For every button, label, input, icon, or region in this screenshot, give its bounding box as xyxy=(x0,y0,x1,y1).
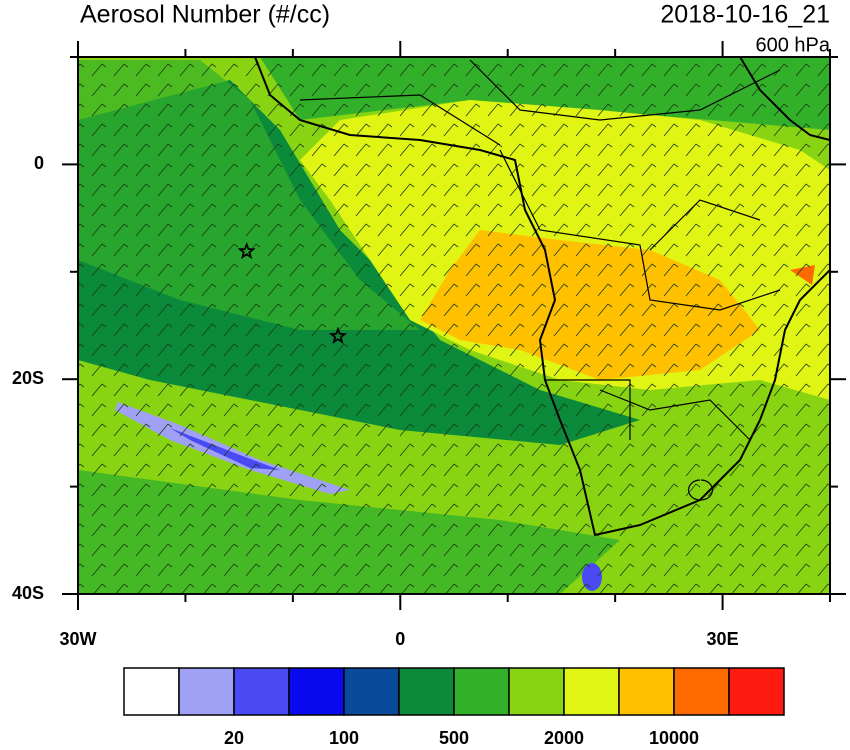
colorbar-box xyxy=(508,667,565,716)
colorbar-box xyxy=(563,667,620,716)
subtitle: 2018-10-16_21 xyxy=(660,1,830,29)
colorbar-box xyxy=(343,667,400,716)
colorbar-box xyxy=(453,667,510,716)
colorbar-box xyxy=(673,667,730,716)
country-border xyxy=(299,59,781,501)
colorbar-label: 100 xyxy=(329,728,359,748)
colorbar-label: 2000 xyxy=(544,728,584,748)
coastline xyxy=(739,57,830,141)
x-tick-label: 0 xyxy=(395,629,405,649)
y-tick-label: 20S xyxy=(12,368,44,388)
colorbar-box xyxy=(288,667,345,716)
colorbar-box xyxy=(618,667,675,716)
colorbar-box xyxy=(178,667,235,716)
y-tick-label: 0 xyxy=(34,153,44,173)
colorbar-label: 10000 xyxy=(649,728,699,748)
site-marker xyxy=(328,326,347,344)
colorbar-label: 20 xyxy=(224,728,244,748)
level-label: 600 hPa xyxy=(755,34,830,56)
colorbar-box xyxy=(398,667,455,716)
site-marker xyxy=(237,241,256,260)
colorbar-box xyxy=(123,667,180,716)
colorbar-box xyxy=(728,667,785,716)
y-tick-label: 40S xyxy=(12,583,44,603)
colorbar-box xyxy=(233,667,290,716)
map-frame xyxy=(77,56,831,595)
wind-barbs xyxy=(78,57,830,594)
colorbar-label: 500 xyxy=(439,728,469,748)
x-tick-label: 30W xyxy=(59,629,96,649)
field xyxy=(78,57,830,594)
x-tick-label: 30E xyxy=(707,629,739,649)
title: Aerosol Number (#/cc) xyxy=(80,1,330,29)
